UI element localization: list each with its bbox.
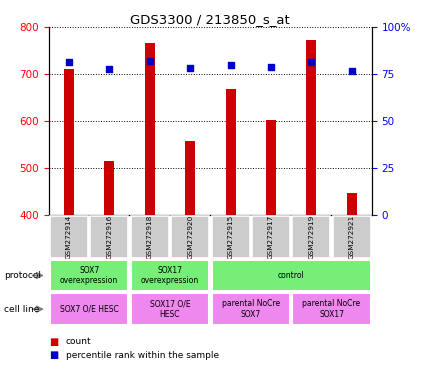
Point	[267, 64, 274, 70]
Bar	[212, 293, 290, 325]
Bar	[292, 216, 330, 258]
Bar	[212, 216, 249, 258]
Title: GDS3300 / 213850_s_at: GDS3300 / 213850_s_at	[130, 13, 290, 26]
Text: GSM272914: GSM272914	[66, 215, 72, 259]
Bar	[292, 293, 371, 325]
Text: SOX7
overexpression: SOX7 overexpression	[60, 266, 119, 285]
Bar	[306, 40, 316, 215]
Bar	[50, 293, 128, 325]
Bar	[91, 216, 128, 258]
Bar	[131, 216, 169, 258]
Point	[146, 58, 153, 64]
Point	[308, 59, 314, 65]
Text: cell line: cell line	[4, 305, 40, 314]
Bar	[131, 293, 209, 325]
Text: SOX17 O/E
HESC: SOX17 O/E HESC	[150, 300, 190, 319]
Bar	[347, 193, 357, 215]
Text: GSM272921: GSM272921	[348, 215, 355, 259]
Text: parental NoCre
SOX7: parental NoCre SOX7	[222, 300, 280, 319]
Bar	[131, 260, 209, 291]
Bar	[333, 216, 371, 258]
Bar	[252, 216, 290, 258]
Point	[227, 61, 234, 68]
Text: GSM272918: GSM272918	[147, 215, 153, 259]
Point	[106, 66, 113, 72]
Bar	[145, 43, 155, 215]
Bar	[266, 121, 276, 215]
Point	[348, 68, 355, 74]
Text: GSM272916: GSM272916	[106, 215, 113, 259]
Bar	[185, 141, 195, 215]
Text: parental NoCre
SOX17: parental NoCre SOX17	[303, 300, 360, 319]
Bar	[50, 260, 128, 291]
Bar	[171, 216, 209, 258]
Text: GSM272920: GSM272920	[187, 215, 193, 259]
Text: ■: ■	[49, 337, 58, 347]
Bar	[105, 161, 114, 215]
Point	[187, 65, 193, 71]
Text: SOX17
overexpression: SOX17 overexpression	[141, 266, 199, 285]
Text: GSM272915: GSM272915	[227, 215, 234, 259]
Bar	[64, 69, 74, 215]
Text: ■: ■	[49, 350, 58, 360]
Text: percentile rank within the sample: percentile rank within the sample	[66, 351, 219, 360]
Bar	[50, 216, 88, 258]
Bar	[226, 89, 235, 215]
Text: control: control	[278, 271, 304, 280]
Text: SOX7 O/E HESC: SOX7 O/E HESC	[60, 305, 119, 314]
Text: count: count	[66, 337, 91, 346]
Bar	[212, 260, 371, 291]
Text: GSM272919: GSM272919	[308, 215, 314, 259]
Text: GSM272917: GSM272917	[268, 215, 274, 259]
Point	[65, 59, 72, 65]
Text: protocol: protocol	[4, 271, 41, 280]
